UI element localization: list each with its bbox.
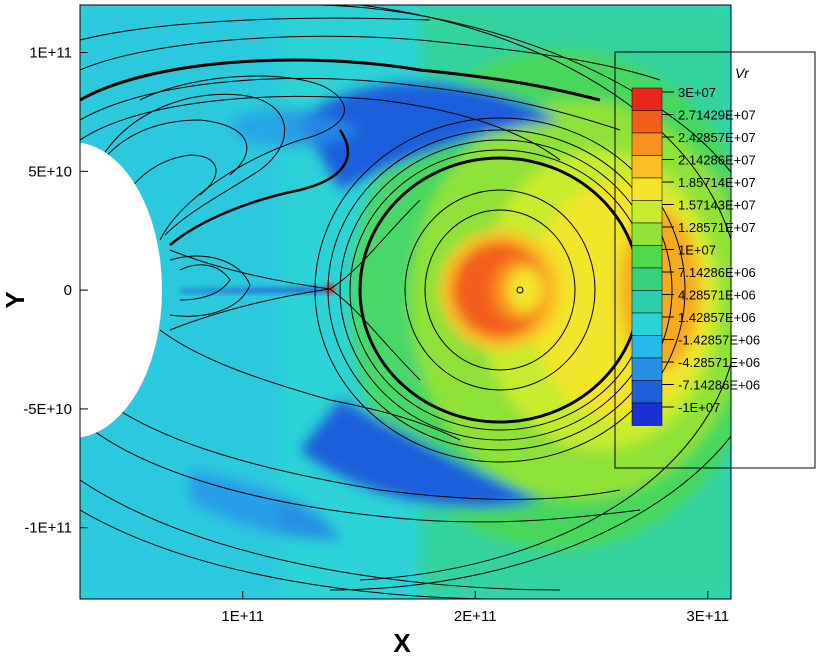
legend-label: 1.28571E+07: [678, 220, 756, 235]
legend-label: -7.14286E+06: [678, 378, 760, 393]
y-axis-ticks: 1E+11 5E+10 0 -5E+10 -1E+11: [23, 45, 88, 537]
legend-swatch: [631, 177, 663, 201]
plot-frame: [79, 4, 732, 600]
legend-swatch: [631, 132, 663, 156]
legend-label: 1.85714E+07: [678, 175, 756, 190]
legend-label: 2.71429E+07: [678, 108, 756, 123]
x-tick-label: 3E+11: [686, 608, 729, 625]
legend-label: -1.42857E+06: [678, 333, 760, 348]
legend-box: [614, 51, 816, 469]
legend-swatch: [631, 290, 663, 314]
x-axis-ticks: 1E+11 2E+11 3E+11: [221, 591, 729, 625]
legend-label: 2.42857E+07: [678, 130, 756, 145]
y-tick-label: -1E+11: [24, 520, 72, 537]
legend-swatch: [631, 155, 663, 179]
legend-swatch: [631, 357, 663, 381]
y-axis-label: Y: [0, 291, 30, 308]
legend-title: Vr: [735, 65, 750, 81]
x-tick-label: 1E+11: [221, 608, 264, 625]
legend-label: 1.57143E+07: [678, 198, 756, 213]
legend-swatch: [631, 200, 663, 224]
legend-label: -4.28571E+06: [678, 355, 760, 370]
legend-label: 2.14286E+07: [678, 153, 756, 168]
legend-label: -1E+07: [678, 400, 720, 415]
legend-label: 1.42857E+06: [678, 310, 756, 325]
y-tick-label: 5E+10: [28, 163, 72, 180]
legend-label: 3E+07: [678, 85, 716, 100]
legend-swatch: [631, 87, 663, 111]
velocity-field: [80, 5, 731, 599]
legend-swatch: [631, 267, 663, 291]
legend-swatch: [631, 222, 663, 246]
legend-swatch: [631, 110, 663, 134]
legend-label: 1E+07: [678, 243, 716, 258]
x-axis-label: X: [393, 628, 411, 657]
legend-swatch: [631, 402, 663, 426]
legend-swatch: [631, 245, 663, 269]
legend: Vr 3E+07 2.71429E+07 2.42857E+07 2.14286E+0…: [614, 51, 816, 469]
legend-swatch: [631, 380, 663, 404]
y-tick-label: -5E+10: [23, 401, 72, 418]
planet-disc: [80, 142, 162, 438]
legend-swatch: [631, 335, 663, 359]
y-tick-label: 0: [64, 282, 72, 299]
x-tick-label: 2E+11: [454, 608, 497, 625]
y-tick-label: 1E+11: [29, 45, 72, 62]
legend-swatch: [631, 312, 663, 336]
legend-label: 7.14286E+06: [678, 265, 756, 280]
legend-label: 4.28571E+06: [678, 288, 756, 303]
